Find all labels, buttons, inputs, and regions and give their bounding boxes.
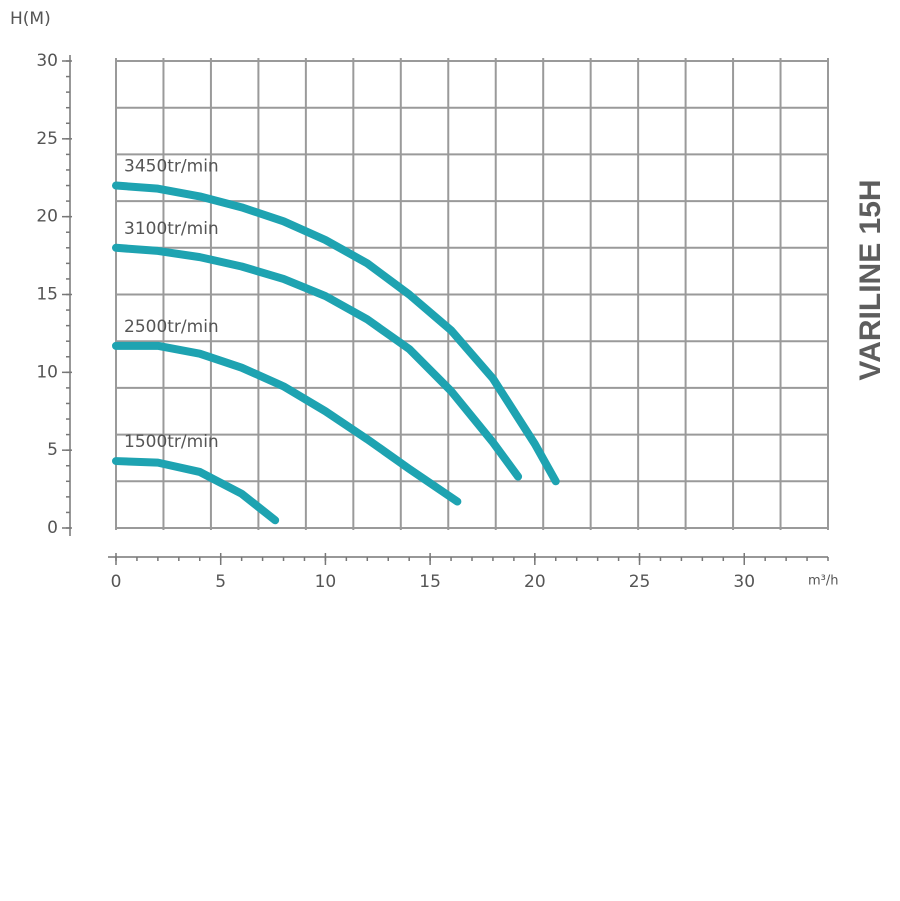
y-tick-label: 25 (36, 129, 58, 149)
x-tick-label: 0 (111, 572, 122, 592)
x-tick-label: 15 (419, 572, 441, 592)
x-tick-label: 25 (629, 572, 651, 592)
series-label: 3100tr/min (124, 219, 219, 239)
x-tick-label: 10 (315, 572, 337, 592)
x-axis-label: m³/h (808, 574, 839, 589)
curve (112, 181, 560, 486)
y-tick-label: 30 (36, 51, 58, 71)
x-tick-label: 30 (733, 572, 755, 592)
y-tick-label: 5 (47, 440, 58, 460)
series-label: 1500tr/min (124, 432, 219, 452)
curve (112, 341, 462, 506)
series-label: 3450tr/min (124, 157, 219, 177)
x-tick-label: 20 (524, 572, 546, 592)
curve (112, 457, 280, 525)
y-tick-label: 20 (36, 207, 58, 227)
chart-title: VARILINE 15H (854, 179, 887, 380)
y-tick-label: 0 (47, 518, 58, 538)
y-tick-label: 15 (36, 285, 58, 305)
y-tick-label: 10 (36, 362, 58, 382)
x-tick-label: 5 (215, 572, 226, 592)
y-axis-label: H(M) (10, 9, 51, 29)
curve (112, 243, 523, 481)
series-label: 2500tr/min (124, 317, 219, 337)
